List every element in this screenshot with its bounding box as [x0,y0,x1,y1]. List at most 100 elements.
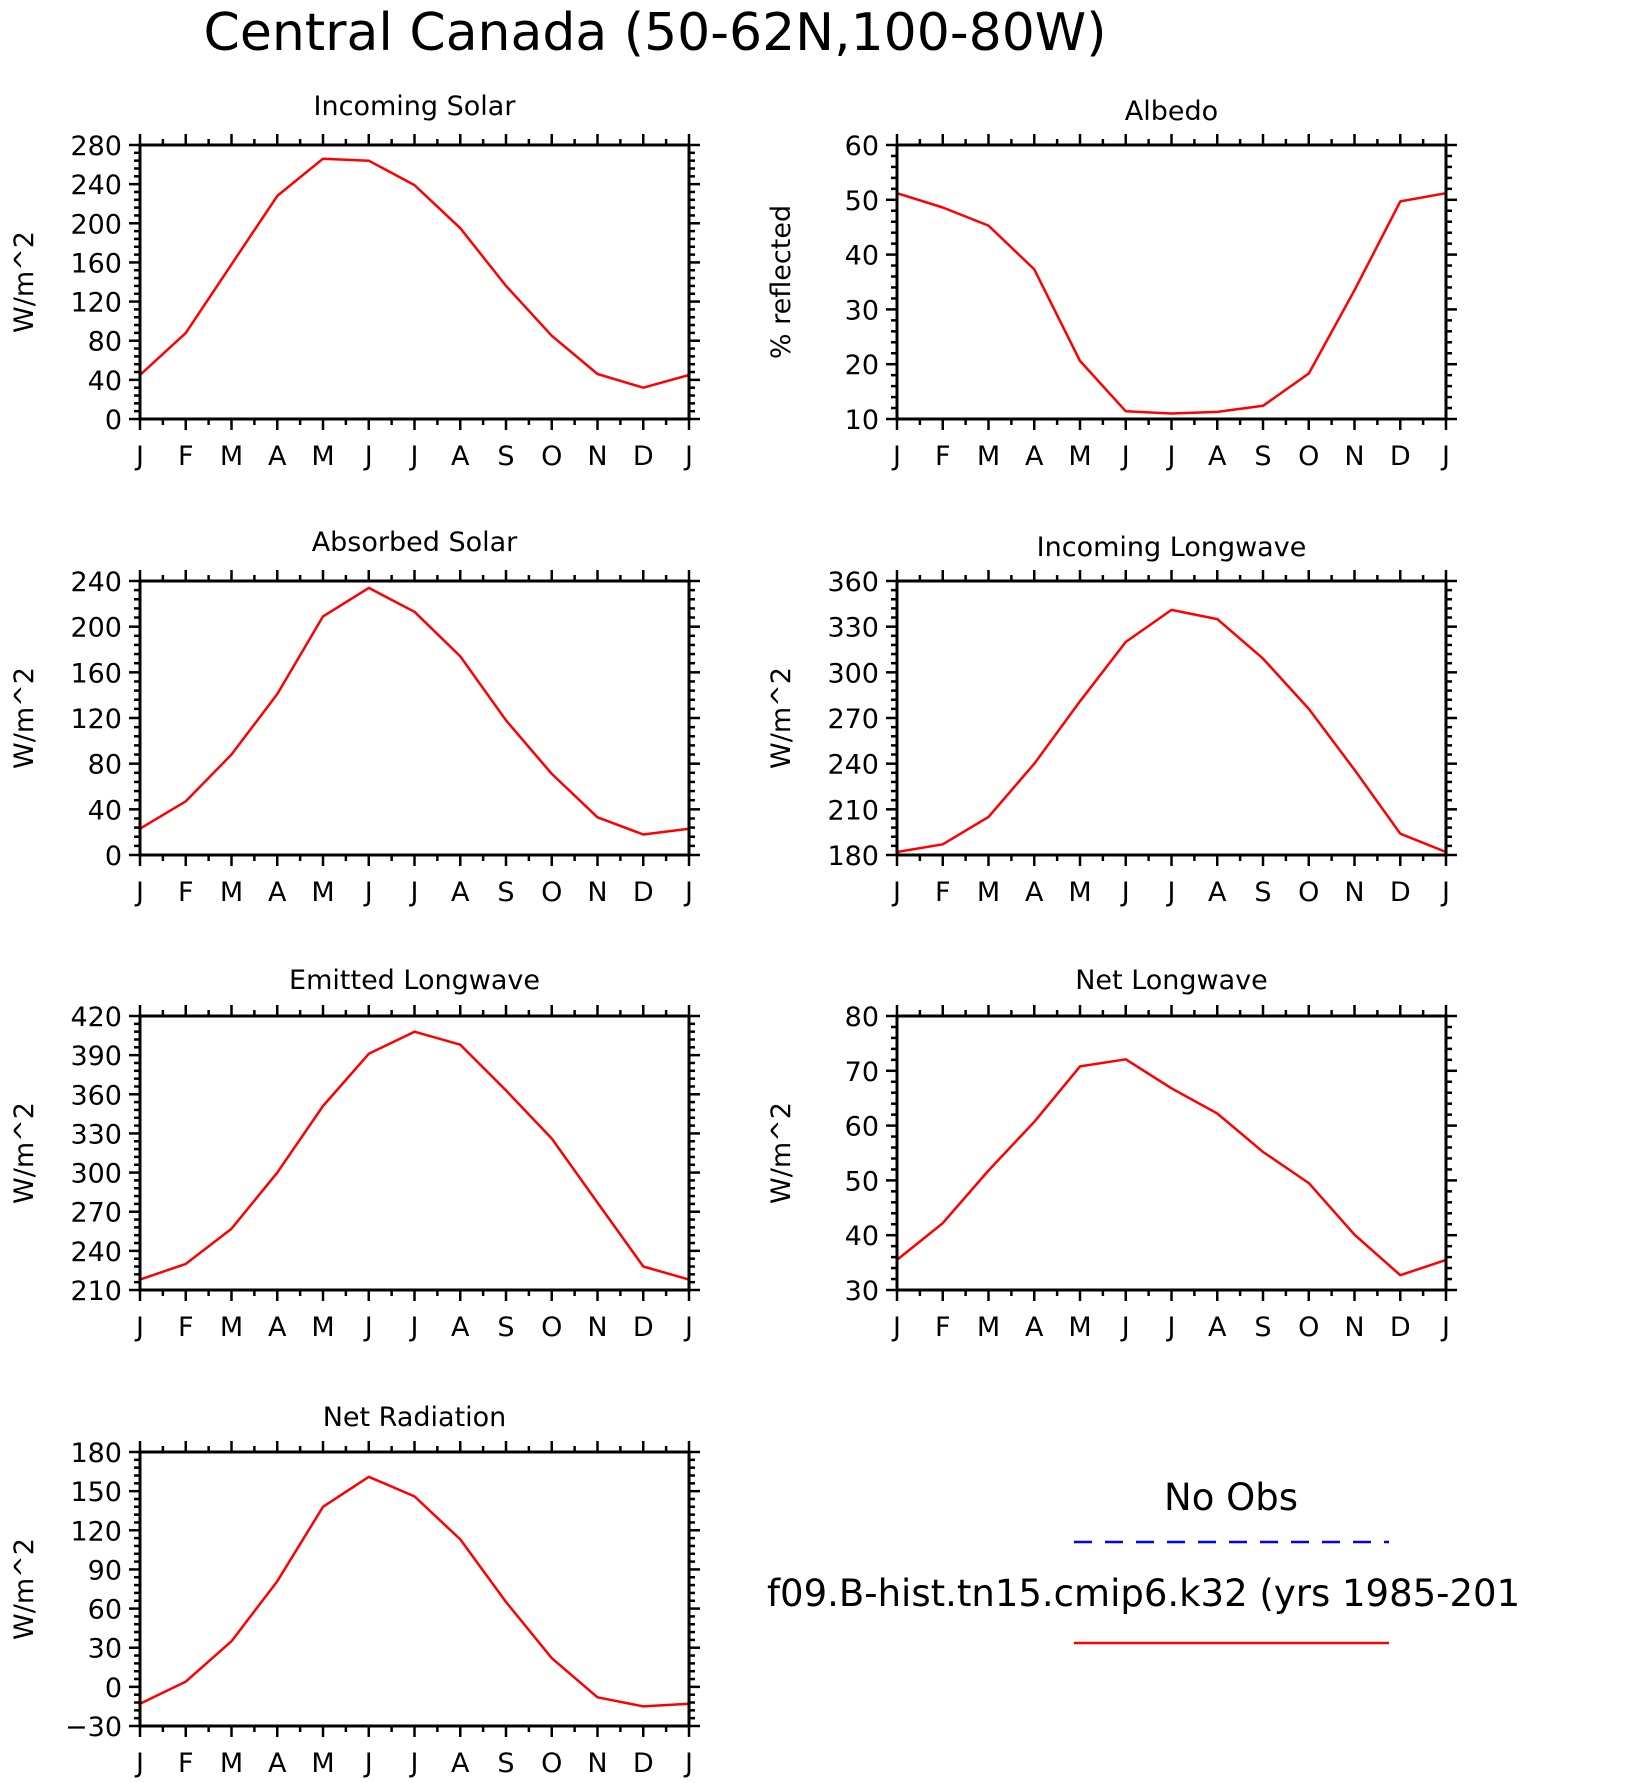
x-tick-label: A [1025,877,1044,908]
x-tick-label: F [178,1748,194,1779]
x-tick-label: A [1025,441,1044,472]
y-tick-label: 50 [845,1166,879,1197]
x-tick-label: D [633,441,654,472]
x-tick-label: J [683,1748,693,1779]
x-tick-label: S [497,877,514,908]
x-tick-label: D [633,877,654,908]
panel-title: Incoming Longwave [1037,532,1307,563]
x-tick-label: N [587,441,607,472]
y-tick-label: 300 [70,1159,122,1190]
y-tick-label: 30 [88,1634,122,1665]
plot-frame [138,143,691,421]
y-tick-label: 120 [70,1516,122,1547]
panel-title: Net Longwave [1075,965,1268,996]
x-tick-label: J [683,441,693,472]
y-tick-label: 30 [845,295,879,326]
plot-frame [138,579,691,857]
x-tick-label: M [1068,441,1091,472]
x-tick-label: D [1390,1312,1411,1343]
y-tick-label: 50 [845,186,879,217]
series-line-net-radiation [139,1475,690,1708]
y-tick-label: 120 [70,704,122,735]
x-tick-label: J [409,1312,419,1343]
y-tick-label: 80 [88,750,122,781]
y-tick-label: 360 [70,1080,122,1111]
x-tick-label: O [541,441,562,472]
x-tick-label: J [363,877,373,908]
x-tick-label: M [220,877,243,908]
x-tick-label: J [1120,1312,1130,1343]
y-tick-label: 330 [827,613,879,644]
figure-title: Central Canada (50-62N,100-80W) [204,3,1107,63]
x-tick-label: J [891,1312,901,1343]
y-tick-label: 80 [88,327,122,358]
x-tick-label: M [977,441,1000,472]
x-tick-label: N [587,877,607,908]
x-tick-label: A [451,1312,470,1343]
x-tick-label: J [134,1748,144,1779]
y-tick-label: 0 [105,841,122,872]
y-tick-label: 40 [88,366,122,397]
y-tick-label: 90 [88,1555,122,1586]
x-tick-label: M [311,441,334,472]
x-tick-label: N [1344,441,1364,472]
y-tick-label: 0 [105,1673,122,1704]
legend: No Obs f09.B-hist.tn15.cmip6.k32 (yrs 19… [767,1476,1520,1645]
x-tick-label: O [541,1748,562,1779]
y-axis-label: W/m^2 [766,1102,797,1204]
y-tick-label: 60 [88,1595,122,1626]
x-tick-label: M [311,1312,334,1343]
y-tick-label: 40 [845,241,879,272]
y-axis-label: % reflected [766,205,797,359]
y-axis-label: W/m^2 [9,1102,40,1204]
y-tick-label: 160 [70,658,122,689]
x-tick-label: A [268,1312,287,1343]
series-line-net-longwave [896,1058,1447,1277]
y-tick-label: 180 [827,841,879,872]
y-tick-label: 40 [845,1221,879,1252]
x-tick-label: M [977,1312,1000,1343]
y-tick-label: 390 [70,1041,122,1072]
x-tick-label: D [1390,441,1411,472]
y-tick-label: 150 [70,1477,122,1508]
x-tick-label: M [220,441,243,472]
x-tick-label: A [451,1748,470,1779]
x-tick-label: A [268,1748,287,1779]
x-tick-label: A [1208,877,1227,908]
x-tick-label: O [1298,441,1319,472]
x-tick-label: F [178,877,194,908]
panel-title: Net Radiation [323,1402,507,1433]
y-tick-label: 240 [70,170,122,201]
x-tick-label: M [1068,877,1091,908]
x-tick-label: M [977,877,1000,908]
y-axis-label: W/m^2 [9,231,40,333]
y-tick-label: 200 [70,613,122,644]
y-tick-label: 60 [845,131,879,162]
x-tick-label: A [268,441,287,472]
y-tick-label: 420 [70,1002,122,1033]
x-tick-label: S [1254,441,1271,472]
y-tick-label: 240 [827,750,879,781]
x-tick-label: O [1298,1312,1319,1343]
x-tick-label: M [1068,1312,1091,1343]
x-tick-label: S [1254,877,1271,908]
y-tick-label: 360 [827,567,879,598]
y-tick-label: 180 [70,1438,122,1469]
x-tick-label: F [935,877,951,908]
x-tick-label: N [587,1312,607,1343]
x-tick-label: N [1344,877,1364,908]
x-tick-label: F [178,1312,194,1343]
x-tick-label: J [1166,877,1176,908]
x-tick-label: J [134,1312,144,1343]
x-tick-label: J [409,1748,419,1779]
x-tick-label: D [633,1312,654,1343]
x-tick-label: M [220,1748,243,1779]
